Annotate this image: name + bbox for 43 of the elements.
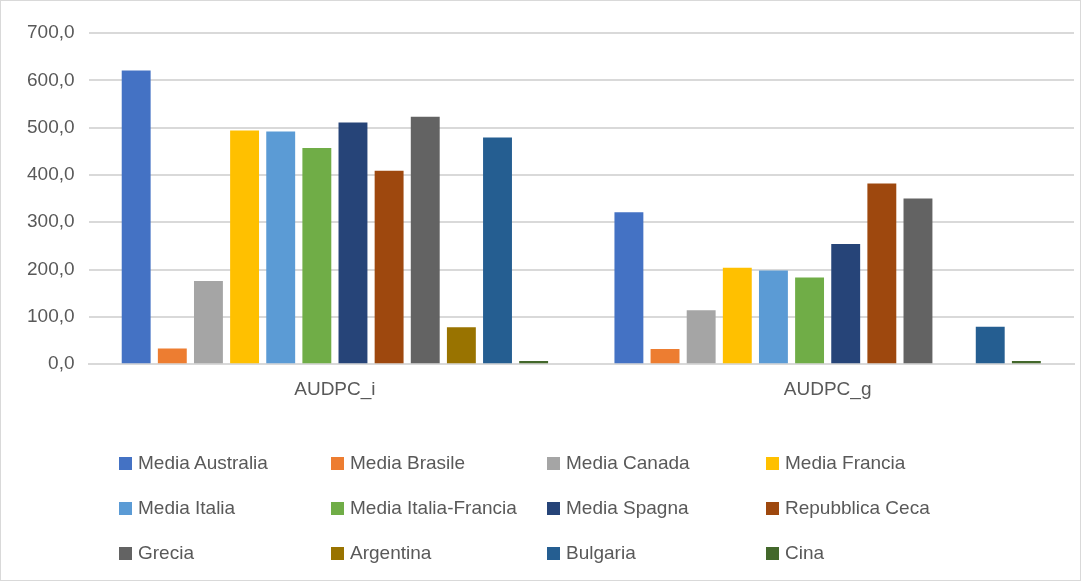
legend-label: Media Francia	[785, 452, 906, 474]
y-tick-label: 400,0	[27, 163, 75, 185]
legend-label: Media Canada	[566, 452, 690, 474]
bar	[758, 270, 788, 364]
y-tick-label: 300,0	[27, 210, 75, 232]
bar	[374, 170, 404, 364]
legend-label: Repubblica Ceca	[785, 497, 930, 519]
legend-label: Media Italia-Francia	[350, 497, 517, 519]
bar	[121, 70, 151, 364]
bar	[302, 147, 332, 364]
x-tick-label: AUDPC_g	[783, 377, 872, 400]
bar	[867, 183, 897, 364]
y-tick-label: 600,0	[27, 68, 75, 90]
legend-label: Grecia	[138, 542, 194, 564]
bar	[230, 130, 260, 364]
bar	[193, 280, 223, 364]
y-tick-label: 0,0	[48, 352, 75, 374]
legend-label: Argentina	[350, 542, 432, 564]
bar	[650, 349, 680, 364]
bar	[975, 326, 1005, 364]
bar	[614, 212, 644, 364]
bar	[795, 277, 825, 364]
x-tick-label: AUDPC_i	[294, 377, 376, 400]
bar	[338, 122, 368, 364]
y-tick-label: 500,0	[27, 115, 75, 137]
bar	[831, 244, 861, 364]
legend-label: Media Spagna	[566, 497, 689, 519]
y-tick-label: 100,0	[27, 305, 75, 327]
bar	[722, 267, 752, 364]
bar	[446, 327, 476, 364]
bar	[410, 116, 440, 364]
y-tick-label: 700,0	[27, 21, 75, 43]
bar	[483, 137, 512, 364]
legend-label: Media Italia	[138, 497, 236, 519]
legend-label: Bulgaria	[566, 542, 636, 564]
legend-label: Media Brasile	[350, 452, 466, 474]
legend-label: Cina	[785, 542, 825, 564]
bar	[157, 348, 187, 364]
y-tick-label: 200,0	[27, 257, 75, 279]
legend-label: Media Australia	[138, 452, 268, 474]
bar	[686, 310, 716, 364]
bar	[266, 131, 296, 364]
bar	[903, 198, 933, 364]
